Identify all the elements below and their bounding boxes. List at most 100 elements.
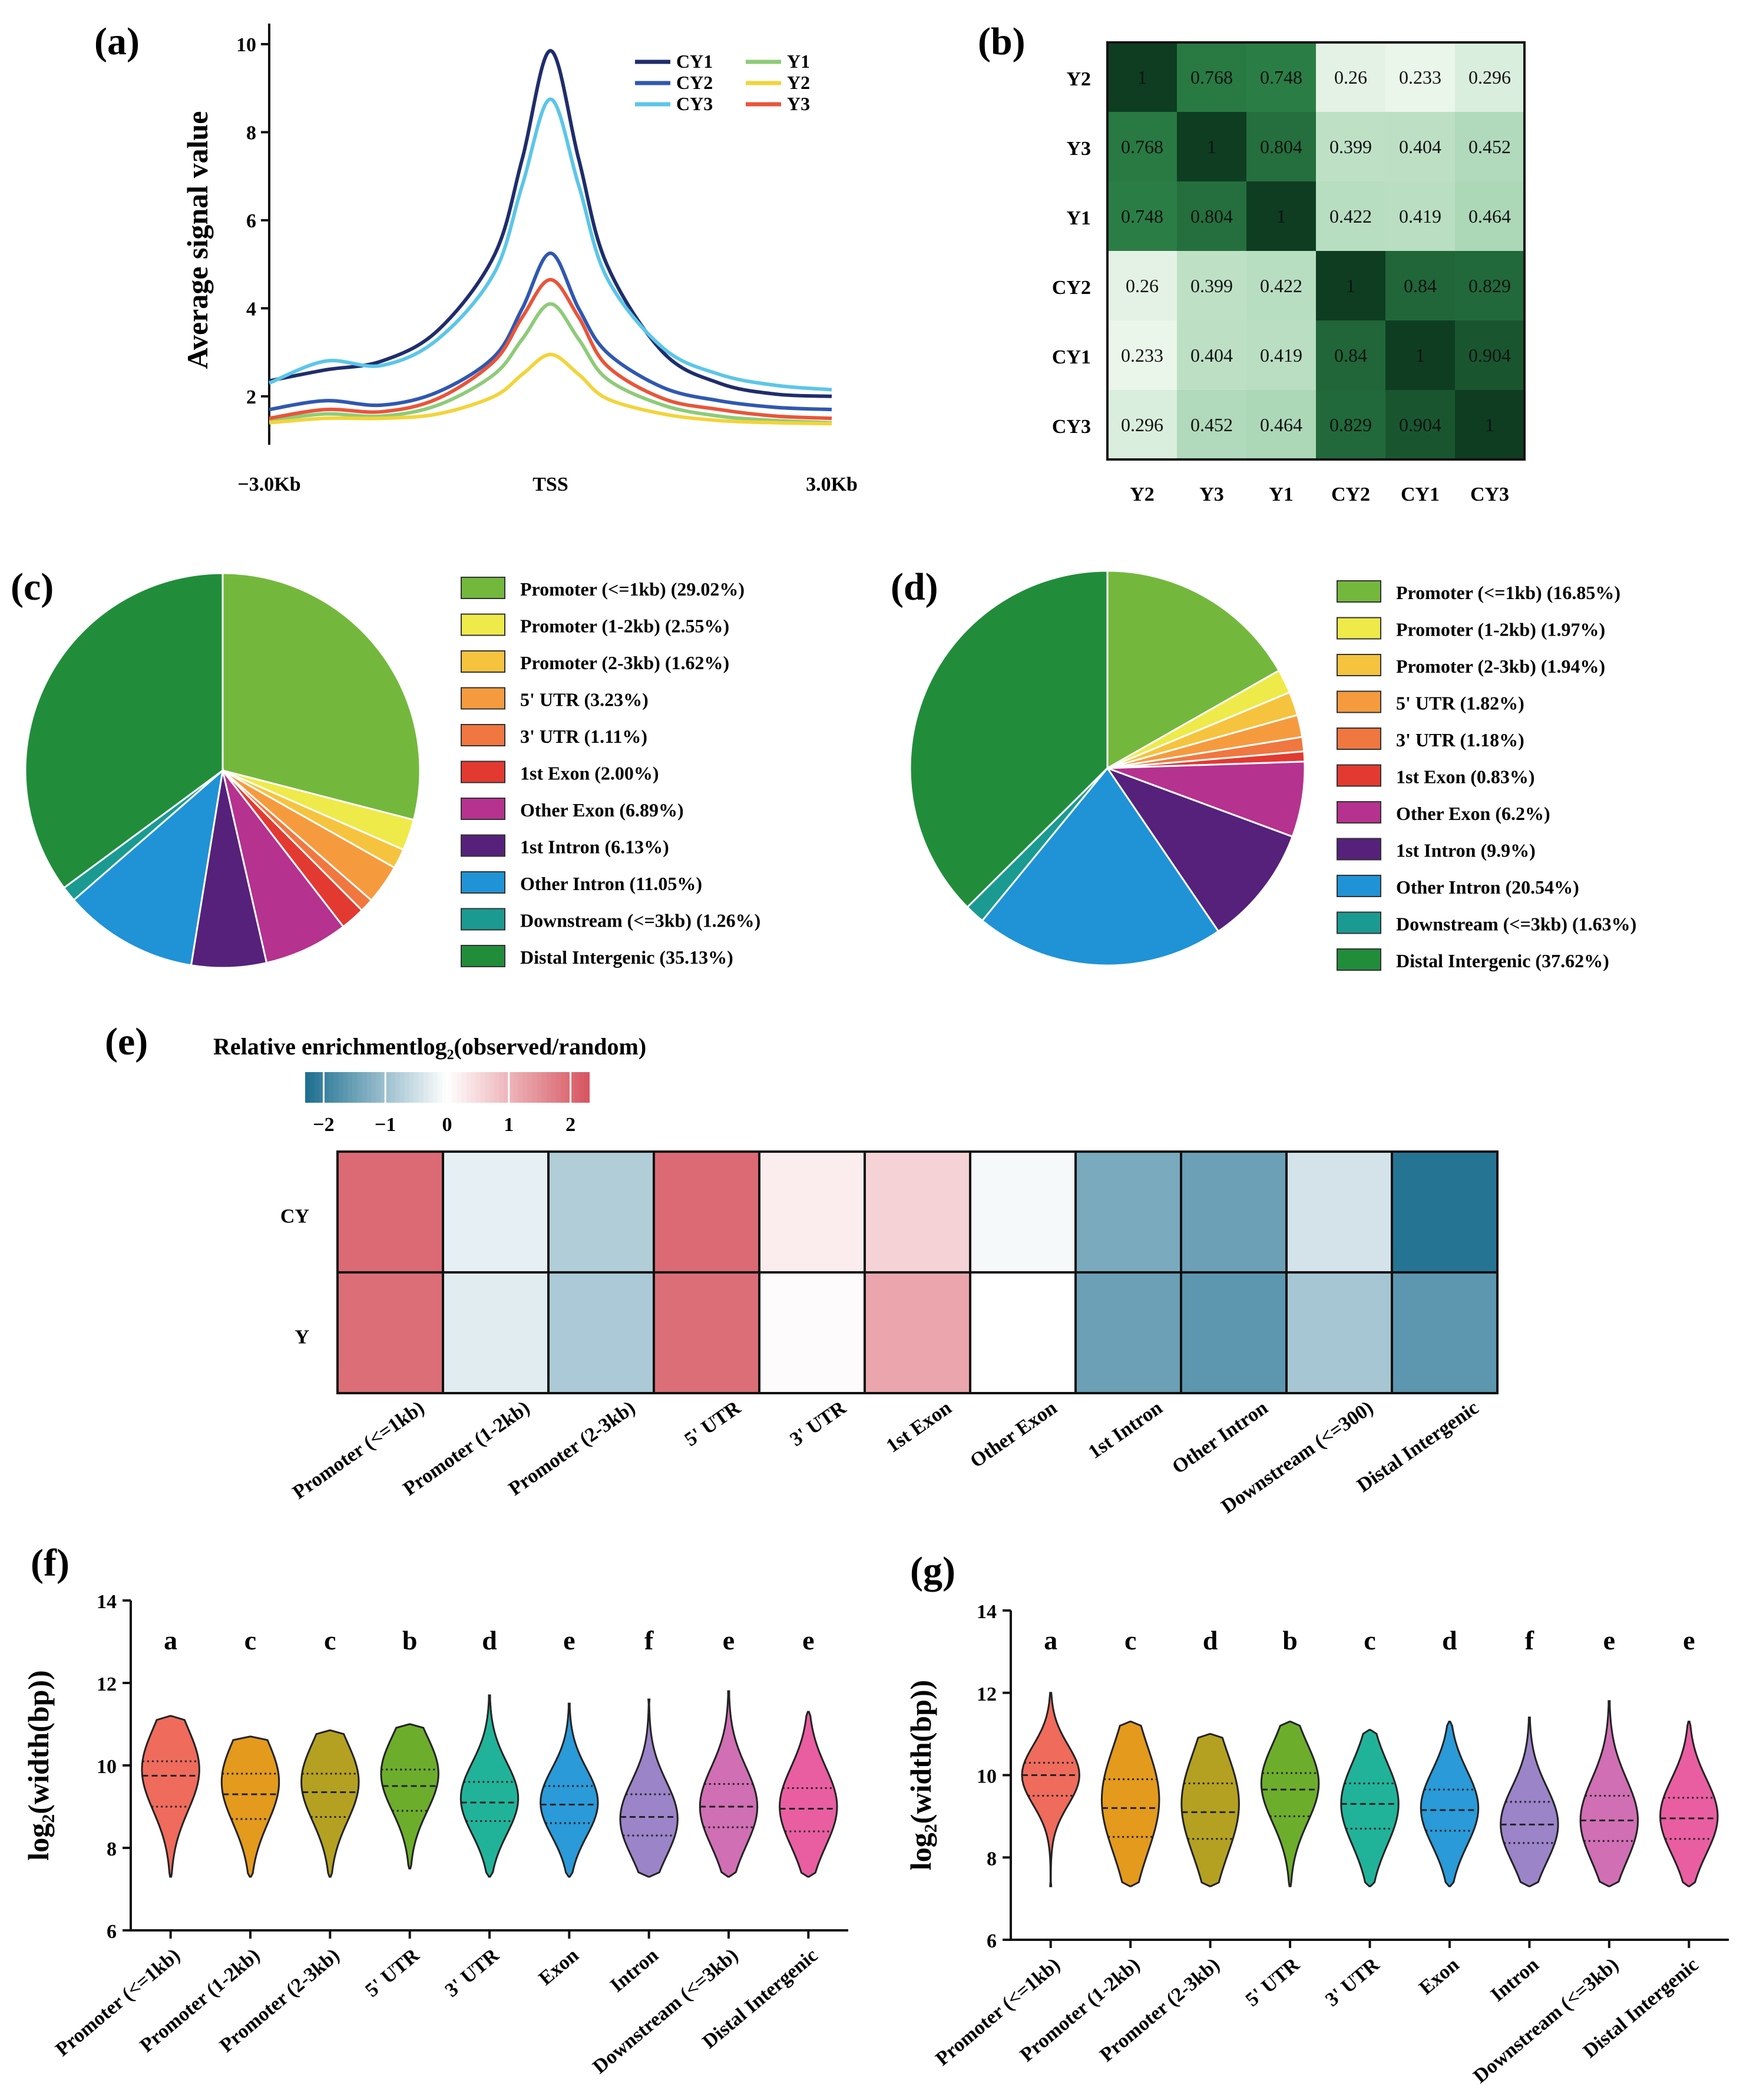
cell-value-label: 0.464	[1260, 414, 1302, 435]
colorbar-segment	[338, 1072, 344, 1103]
colorbar-segment	[513, 1072, 519, 1103]
significance-letter: c	[1364, 1625, 1375, 1655]
legend-label-y3: Y3	[787, 93, 810, 114]
series-line-cy2	[269, 251, 832, 412]
legend-label-promoter-2-3kb: Promoter (2-3kb) (1.94%)	[1396, 656, 1605, 677]
enrichment-cell	[969, 1271, 1077, 1394]
colorbar-segment	[366, 1072, 372, 1103]
significance-letter: d	[1442, 1625, 1457, 1655]
cell-value-label: 0.804	[1260, 136, 1302, 157]
enrichment-cell	[758, 1150, 866, 1274]
colorbar-tick-label: 0	[442, 1114, 452, 1136]
row-label: CY1	[1052, 346, 1091, 368]
heatmap-cell	[1316, 42, 1385, 112]
y-axis-title: log₂(width(bp))	[904, 1680, 937, 1870]
legend-label-promoter-1-2kb: Promoter (1-2kb) (2.55%)	[520, 616, 729, 637]
colorbar-segment	[428, 1072, 434, 1103]
legend-label-3-utr: 3' UTR (1.18%)	[1396, 729, 1524, 750]
x-tick-label: Downstream (<=3kb)	[1469, 1954, 1623, 2088]
legend-swatch-other-exon	[1337, 801, 1381, 824]
enrichment-cell	[336, 1271, 444, 1394]
colorbar-segment	[560, 1072, 566, 1103]
enrichment-cell	[1180, 1150, 1288, 1274]
enrichment-cell	[1074, 1150, 1182, 1274]
legend-label-promoter-1kb: Promoter (<=1kb) (29.02%)	[520, 578, 745, 600]
heatmap-cell	[1246, 390, 1316, 459]
cell-value-label: 0.233	[1121, 345, 1163, 366]
colorbar-segment	[532, 1072, 538, 1103]
colorbar-tick-label: −1	[375, 1114, 396, 1136]
violin-5-utr	[1260, 1721, 1320, 1887]
heatmap-title: Relative enrichmentlog₂(observed/random)	[213, 1033, 646, 1060]
cell-value-label: 0.829	[1329, 414, 1372, 435]
violin-promoter-1-2kb	[220, 1735, 280, 1878]
colorbar-segment	[579, 1072, 585, 1103]
x-tick-label: 3' UTR	[1321, 1953, 1384, 2010]
heatmap-cell	[1385, 181, 1455, 251]
x-tick-label: 5' UTR	[1242, 1953, 1304, 2010]
significance-letter: a	[1044, 1625, 1057, 1655]
cell-value-label: 0.829	[1468, 275, 1511, 296]
legend-swatch-distal-intergenic	[461, 945, 505, 967]
colorbar-segment	[466, 1072, 472, 1103]
enrichment-cell	[1285, 1271, 1393, 1394]
series-line-y1	[269, 302, 832, 425]
line-chart-panel: 2 4 6 8 10 Average signal value −3.0Kb TSS 3.0Kb…	[181, 24, 858, 495]
series-line-cy3	[268, 97, 832, 392]
significance-letter: c	[1124, 1625, 1136, 1655]
significance-letter: b	[402, 1625, 418, 1655]
x-tick-label: Intron	[1487, 1954, 1543, 2006]
colorbar-segment	[390, 1072, 396, 1103]
heatmap-cell	[1177, 251, 1246, 320]
heatmap-cell	[1455, 181, 1524, 251]
significance-letter: e	[563, 1625, 575, 1655]
cell-value-label: 0.768	[1121, 136, 1163, 157]
heatmap-cell	[1385, 112, 1455, 181]
colorbar-segment	[362, 1072, 368, 1103]
colorbar-segment	[404, 1072, 410, 1103]
violin-intron	[619, 1698, 679, 1878]
heatmap-cell	[1107, 181, 1177, 251]
row-label: Y	[295, 1327, 309, 1348]
column-label: 5' UTR	[680, 1397, 745, 1451]
colorbar-segment	[418, 1072, 424, 1103]
heatmap-cell	[1455, 112, 1524, 181]
heatmap-frame	[1106, 41, 1526, 461]
significance-letter: c	[244, 1625, 256, 1655]
enrichment-heatmap-panel: Relative enrichmentlog₂(observed/random)…	[213, 1033, 1499, 1518]
heatmap-cell	[1246, 112, 1316, 181]
pie-slice-promoter-1kb	[221, 572, 421, 821]
violin-promoter-1kb	[141, 1715, 200, 1878]
legend-swatch-distal-intergenic	[1337, 948, 1381, 971]
cell-value-label: 0.404	[1399, 136, 1441, 157]
cell-value-label: 1	[1485, 414, 1494, 435]
legend-swatch-promoter-2-3kb	[1337, 654, 1381, 676]
legend-label-other-intron: Other Intron (11.05%)	[520, 873, 702, 894]
legend-label-1st-intron: 1st Intron (9.9%)	[1396, 840, 1536, 861]
cell-value-label: 1	[1346, 275, 1355, 296]
column-label: Other Intron	[1168, 1397, 1272, 1479]
panel-label-a: (a)	[94, 20, 140, 63]
colorbar-segment	[343, 1072, 349, 1103]
enrichment-cell	[864, 1150, 971, 1274]
colorbar-segment	[475, 1072, 481, 1103]
legend-label-1st-exon: 1st Exon (0.83%)	[1396, 766, 1535, 788]
colorbar-segment	[324, 1072, 330, 1103]
colorbar-segment	[414, 1072, 419, 1103]
cell-value-label: 0.419	[1399, 206, 1441, 227]
colorbar-segment	[305, 1072, 311, 1103]
legend-label-3-utr: 3' UTR (1.11%)	[520, 726, 647, 747]
heatmap-cell	[1177, 112, 1246, 181]
heatmap-cell	[1385, 251, 1455, 320]
cell-value-label: 0.26	[1334, 67, 1367, 88]
legend-label-y2: Y2	[787, 72, 810, 93]
row-label: CY	[280, 1206, 309, 1228]
enrichment-cell	[442, 1150, 550, 1274]
violin-distal-intergenic	[779, 1711, 838, 1878]
y-tick-label: 6	[107, 1921, 117, 1943]
enrichment-cell	[864, 1271, 971, 1394]
colorbar-segment	[570, 1072, 575, 1103]
cell-value-label: 0.422	[1260, 275, 1302, 296]
colorbar-segment	[352, 1072, 358, 1103]
